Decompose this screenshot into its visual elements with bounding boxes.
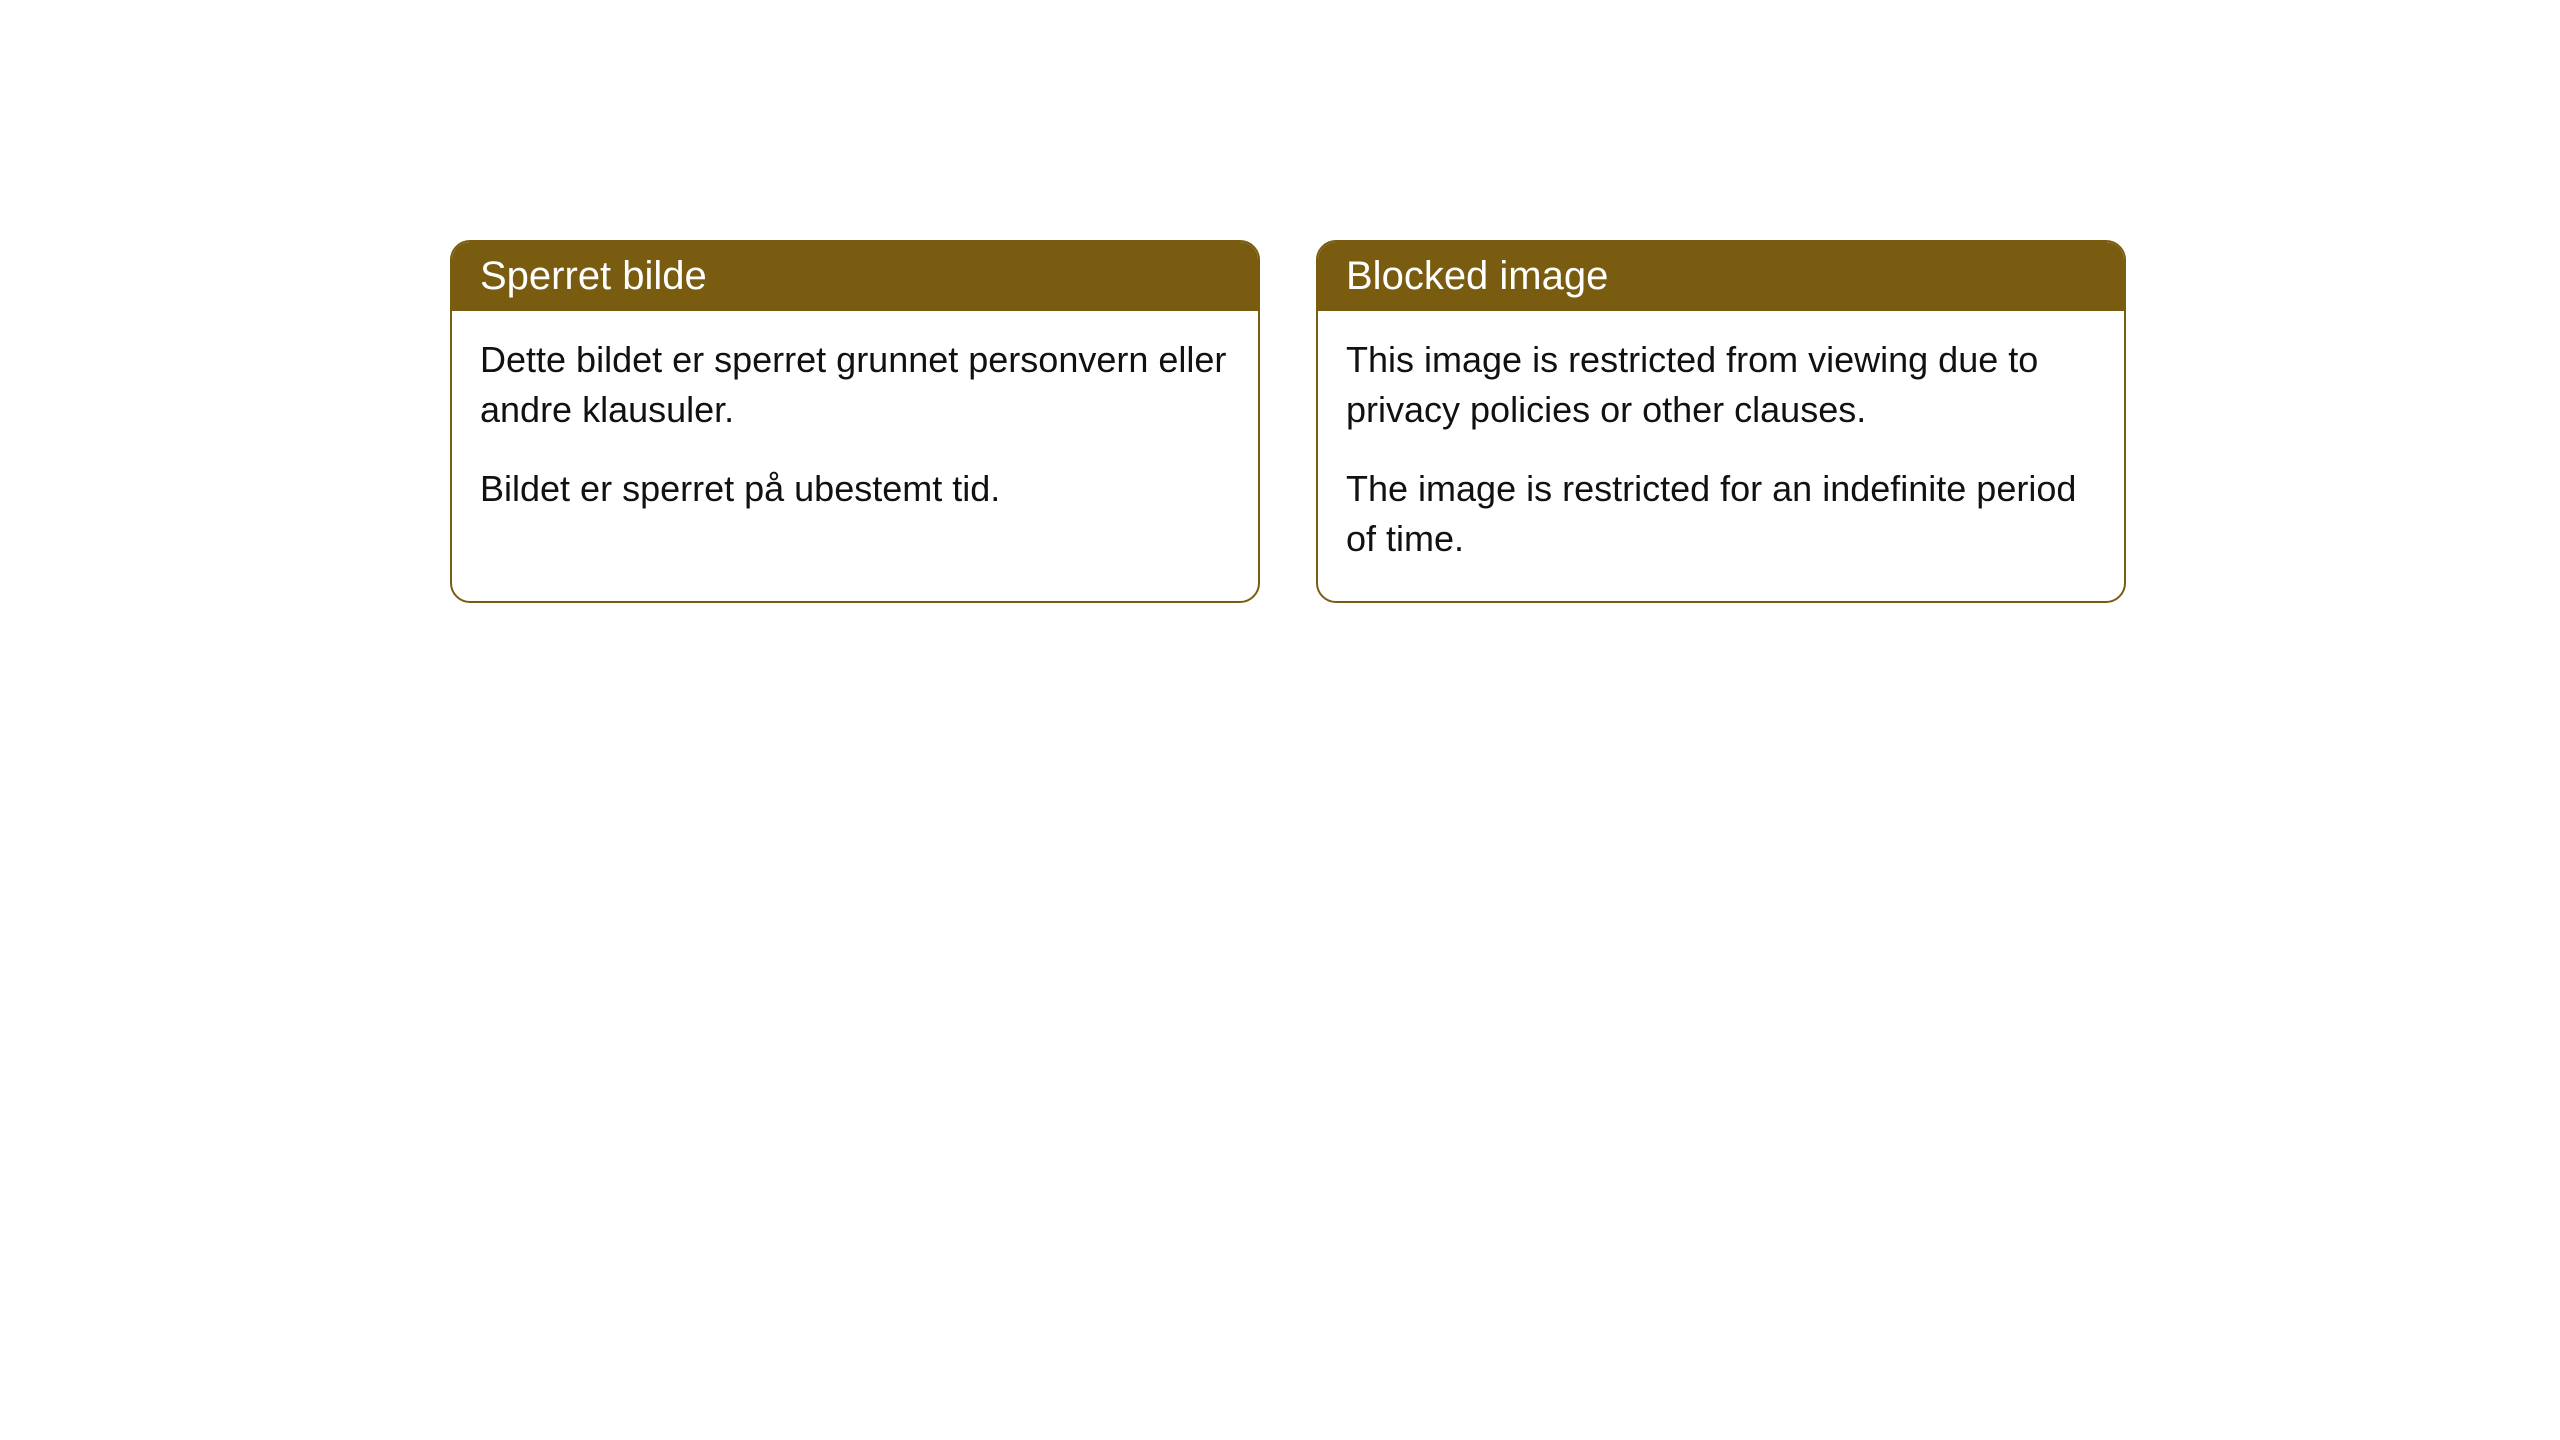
blocked-image-card-norwegian: Sperret bilde Dette bildet er sperret gr…: [450, 240, 1260, 603]
card-header-english: Blocked image: [1318, 242, 2124, 311]
card-paragraph-1-norwegian: Dette bildet er sperret grunnet personve…: [480, 335, 1230, 436]
card-title-english: Blocked image: [1346, 254, 1608, 298]
card-header-norwegian: Sperret bilde: [452, 242, 1258, 311]
card-body-norwegian: Dette bildet er sperret grunnet personve…: [452, 311, 1258, 550]
blocked-image-card-english: Blocked image This image is restricted f…: [1316, 240, 2126, 603]
card-title-norwegian: Sperret bilde: [480, 254, 707, 298]
notice-cards-container: Sperret bilde Dette bildet er sperret gr…: [450, 240, 2126, 603]
card-paragraph-2-norwegian: Bildet er sperret på ubestemt tid.: [480, 464, 1230, 514]
card-body-english: This image is restricted from viewing du…: [1318, 311, 2124, 601]
card-paragraph-2-english: The image is restricted for an indefinit…: [1346, 464, 2096, 565]
card-paragraph-1-english: This image is restricted from viewing du…: [1346, 335, 2096, 436]
